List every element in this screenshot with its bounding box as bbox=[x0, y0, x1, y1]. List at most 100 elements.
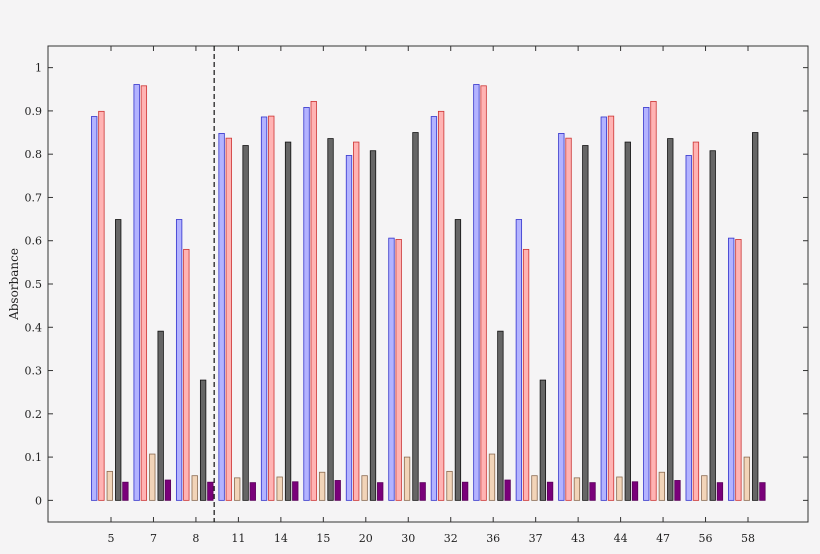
bar bbox=[504, 479, 511, 501]
bar bbox=[234, 477, 241, 501]
bar bbox=[709, 150, 716, 501]
bar bbox=[446, 470, 453, 501]
bar bbox=[292, 481, 299, 501]
bar bbox=[276, 476, 283, 501]
bar bbox=[589, 482, 596, 501]
bar bbox=[658, 471, 666, 501]
x-tick-label: 36 bbox=[486, 532, 500, 545]
bar bbox=[268, 115, 275, 501]
bar bbox=[461, 481, 469, 501]
bar bbox=[175, 219, 183, 501]
x-tick-label: 32 bbox=[444, 532, 458, 545]
y-tick-label: 1 bbox=[35, 62, 42, 75]
bar bbox=[515, 219, 523, 501]
y-axis-title: Absorbance bbox=[7, 248, 21, 321]
y-tick-label: 0.9 bbox=[25, 105, 43, 118]
bar bbox=[369, 150, 377, 501]
bar bbox=[735, 239, 742, 501]
bar bbox=[685, 155, 692, 501]
y-tick-label: 0.6 bbox=[25, 235, 43, 248]
bar bbox=[242, 145, 249, 501]
x-tick-label: 58 bbox=[741, 532, 755, 545]
bar bbox=[260, 116, 268, 501]
bar bbox=[430, 116, 438, 501]
bar bbox=[522, 248, 530, 501]
bar bbox=[728, 237, 735, 501]
bar bbox=[157, 330, 164, 501]
bar bbox=[558, 133, 565, 501]
y-tick-label: 0.8 bbox=[25, 148, 43, 161]
x-tick-label: 43 bbox=[571, 532, 585, 545]
y-tick-label: 0.2 bbox=[25, 408, 43, 421]
bar bbox=[327, 138, 334, 501]
bar bbox=[667, 138, 674, 501]
y-axis: 0 0.1 0.2 0.3 0.4 0.5 0.6 0.7 0.8 0.9 1 bbox=[25, 62, 808, 507]
bar bbox=[353, 141, 360, 501]
x-tick-label: 5 bbox=[108, 532, 115, 545]
bar bbox=[403, 456, 411, 501]
bar bbox=[480, 85, 487, 501]
bar bbox=[361, 475, 368, 501]
bar bbox=[149, 453, 156, 501]
x-tick-label: 20 bbox=[359, 532, 373, 545]
bar bbox=[674, 480, 681, 501]
bar bbox=[488, 453, 496, 501]
bar bbox=[191, 475, 198, 501]
bar-series bbox=[91, 84, 766, 501]
bar bbox=[334, 480, 341, 501]
bar bbox=[310, 100, 317, 501]
x-tick-label: 15 bbox=[316, 532, 330, 545]
bar bbox=[759, 482, 766, 501]
bar bbox=[164, 479, 172, 501]
bar bbox=[249, 482, 256, 501]
bar bbox=[497, 330, 504, 501]
y-tick-label: 0 bbox=[35, 494, 42, 507]
bar bbox=[388, 237, 395, 501]
bar bbox=[546, 481, 554, 501]
bar bbox=[199, 379, 207, 501]
bar bbox=[183, 248, 190, 501]
bar bbox=[631, 481, 639, 501]
bar bbox=[225, 137, 232, 501]
bar bbox=[437, 110, 445, 501]
bar bbox=[716, 482, 724, 501]
bar bbox=[345, 155, 353, 501]
x-tick-label: 44 bbox=[614, 532, 628, 545]
x-tick-label: 14 bbox=[274, 532, 288, 545]
y-tick-label: 0.1 bbox=[25, 451, 43, 464]
x-tick-label: 11 bbox=[231, 532, 245, 545]
bar bbox=[91, 116, 98, 501]
bar bbox=[565, 137, 572, 501]
bar bbox=[122, 481, 129, 501]
bar bbox=[284, 141, 292, 501]
x-tick-label: 37 bbox=[529, 532, 543, 545]
bar bbox=[573, 477, 581, 501]
bar bbox=[115, 219, 122, 501]
bar bbox=[412, 132, 419, 501]
bar bbox=[692, 141, 700, 501]
bar bbox=[395, 239, 402, 501]
bar bbox=[303, 107, 310, 501]
bar bbox=[624, 141, 631, 501]
bar bbox=[419, 482, 426, 501]
x-axis: 5 7 8 11 14 15 20 30 32 36 37 43 44 47 56 58 bbox=[108, 46, 755, 545]
bar bbox=[752, 132, 759, 501]
x-tick-label: 56 bbox=[699, 532, 713, 545]
bar bbox=[133, 84, 140, 501]
y-tick-label: 0.4 bbox=[25, 321, 43, 334]
x-tick-label: 8 bbox=[192, 532, 199, 545]
bar bbox=[616, 476, 623, 501]
x-tick-label: 30 bbox=[401, 532, 415, 545]
bar bbox=[531, 475, 538, 501]
y-tick-label: 0.5 bbox=[25, 278, 43, 291]
x-tick-label: 47 bbox=[656, 532, 670, 545]
bar bbox=[582, 145, 589, 501]
bar bbox=[743, 456, 750, 501]
y-tick-label: 0.7 bbox=[25, 191, 43, 204]
bar bbox=[607, 115, 615, 501]
bar bbox=[539, 379, 547, 501]
bar bbox=[106, 470, 113, 501]
bar bbox=[140, 85, 148, 501]
bar bbox=[643, 107, 650, 501]
